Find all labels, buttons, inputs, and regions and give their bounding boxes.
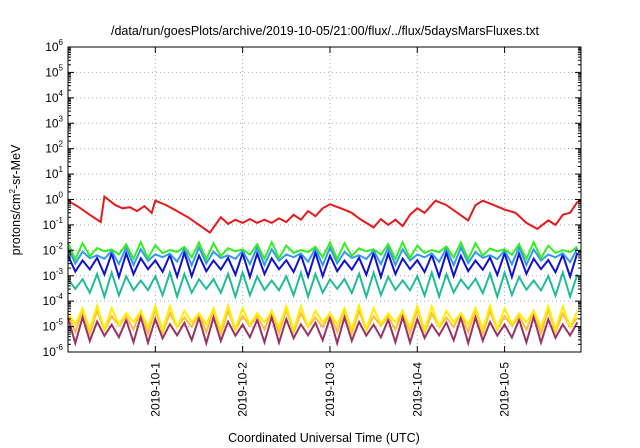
x-tick-label: 2019-10-1: [148, 362, 162, 417]
x-tick-label: 2019-10-5: [498, 362, 512, 417]
series-line-8: [67, 313, 579, 347]
y-tick-label: 10-3: [43, 267, 64, 283]
y-tick-label: 102: [45, 140, 63, 156]
series-line-6: [67, 302, 579, 334]
x-tick-label: 2019-10-2: [236, 362, 250, 417]
y-tick-label: 100: [45, 191, 63, 207]
chart-title: /data/run/goesPlots/archive/2019-10-05/2…: [111, 24, 540, 38]
y-tick-label: 104: [45, 89, 63, 105]
y-tick-label: 10-5: [43, 318, 64, 334]
y-tick-label: 10-6: [43, 343, 64, 359]
y-tick-label: 106: [45, 38, 63, 54]
y-axis-label: protons/cm2-sr-MeV: [8, 144, 23, 255]
y-tick-label: 10-2: [43, 241, 64, 257]
series-line-4: [67, 249, 579, 281]
y-tick-label: 10-4: [43, 292, 64, 308]
y-axis-ticks: 10-6 10-5 10-4 10-3 10-2 10-1 100 101 102 103 104 1…: [43, 38, 581, 359]
series-line-5: [67, 269, 579, 301]
series-line-7: [67, 306, 579, 338]
x-tick-label: 2019-10-3: [323, 362, 337, 417]
x-tick-label: 2019-10-4: [410, 362, 424, 417]
y-tick-label: 101: [45, 165, 63, 181]
x-axis-label: Coordinated Universal Time (UTC): [228, 431, 420, 445]
y-tick-label: 10-1: [43, 216, 64, 232]
x-axis-ticks: 2019-10-1 2019-10-2 2019-10-3 2019-10-4 2019…: [148, 47, 512, 417]
y-tick-label: 105: [45, 63, 63, 79]
y-tick-label: 103: [45, 114, 63, 130]
series-line-1: [67, 194, 582, 234]
series-line-3: [67, 244, 579, 268]
grid-lines: [68, 47, 581, 352]
series-group: [67, 194, 582, 347]
series-line-2: [67, 239, 579, 262]
